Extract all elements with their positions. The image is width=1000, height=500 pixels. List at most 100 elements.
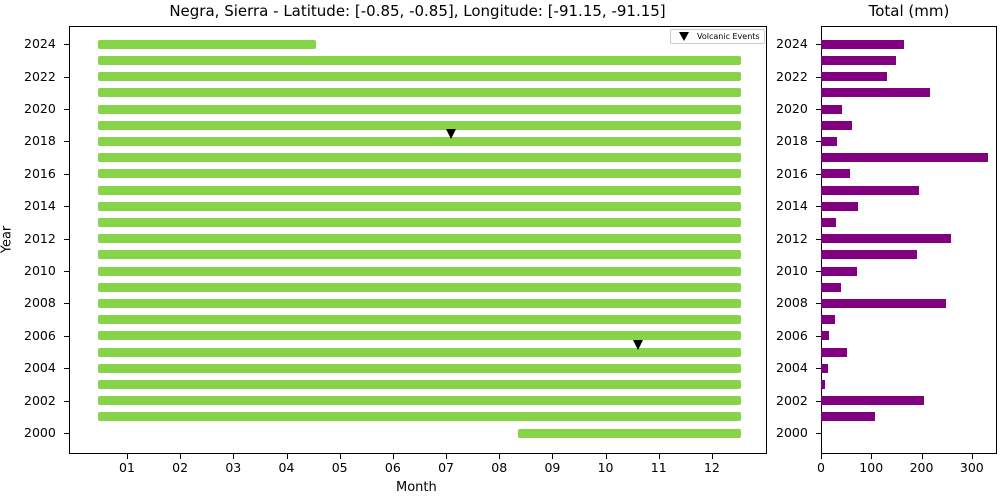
x-tick [446, 454, 448, 459]
coverage-bar [97, 72, 742, 82]
x-tick [339, 454, 341, 459]
x-tick [180, 454, 182, 459]
y-tick [816, 44, 821, 46]
coverage-bar [97, 55, 742, 65]
total-bar [821, 315, 836, 325]
coverage-bar [97, 88, 742, 98]
x-tick-label: 06 [384, 460, 401, 475]
y-tick [64, 173, 69, 175]
coverage-bar [97, 298, 742, 308]
triangle-down-icon [679, 32, 689, 41]
y-tick-label: 2016 [776, 165, 808, 181]
total-bar [821, 88, 930, 98]
y-tick-label: 2018 [776, 133, 808, 149]
total-bar [821, 396, 925, 406]
volcanic-event-marker [446, 129, 457, 140]
total-bar [821, 169, 851, 179]
x-tick [127, 454, 128, 459]
x-tick [821, 454, 822, 459]
y-tick [64, 335, 69, 337]
y-tick-label: 2022 [776, 68, 808, 84]
x-tick [711, 454, 713, 459]
y-tick [64, 238, 69, 240]
y-tick [816, 271, 821, 272]
x-tick [552, 454, 554, 459]
total-bar [821, 234, 951, 244]
coverage-bar [97, 282, 742, 292]
total-bar [821, 55, 897, 65]
y-tick [64, 109, 69, 110]
total-bar [821, 201, 859, 211]
chart-title: Negra, Sierra - Latitude: [-0.85, -0.85]… [169, 2, 666, 20]
totals-title: Total (mm) [868, 2, 950, 20]
total-bar [821, 363, 829, 373]
coverage-bar [97, 153, 742, 163]
total-bar [821, 104, 843, 114]
y-tick [816, 109, 821, 110]
x-tick [233, 454, 235, 459]
y-tick [64, 271, 69, 272]
y-tick [64, 368, 69, 370]
y-tick [816, 141, 821, 143]
total-bar [821, 298, 946, 308]
y-tick-label: 2002 [776, 392, 808, 408]
coverage-bar [97, 363, 742, 373]
x-tick-label: 11 [650, 460, 667, 475]
coverage-bar [97, 201, 742, 211]
x-tick [971, 454, 973, 459]
y-tick [816, 206, 821, 208]
y-axis-label: Year [0, 225, 15, 254]
y-tick [816, 368, 821, 370]
coverage-bar [97, 250, 742, 260]
x-tick-label: 09 [544, 460, 561, 475]
y-tick-label: 2008 [24, 295, 56, 311]
x-tick-label: 10 [597, 460, 614, 475]
x-tick-label: 200 [909, 460, 934, 475]
total-bar [821, 266, 858, 276]
coverage-bar [97, 104, 742, 114]
x-tick-label: 02 [172, 460, 189, 475]
coverage-bar [97, 169, 742, 179]
coverage-bar [97, 39, 316, 49]
x-tick-label: 01 [119, 460, 135, 475]
coverage-bar [97, 315, 742, 325]
coverage-bar [97, 347, 742, 357]
x-tick-label: 0 [817, 460, 825, 475]
coverage-bar [97, 120, 742, 130]
coverage-bar [97, 234, 742, 244]
y-tick [64, 433, 69, 434]
x-tick [658, 454, 660, 459]
y-tick [64, 76, 69, 78]
total-bar [821, 347, 848, 357]
total-bar [821, 72, 888, 82]
x-tick [392, 454, 394, 459]
total-bar [821, 250, 917, 260]
y-tick-label: 2020 [24, 101, 56, 116]
total-bar [821, 282, 842, 292]
y-tick [64, 44, 69, 46]
y-tick-label: 2014 [776, 198, 808, 214]
x-tick-label: 12 [703, 460, 720, 475]
total-bar [821, 120, 853, 130]
x-tick [871, 454, 873, 459]
y-tick-label: 2010 [776, 263, 808, 278]
y-tick [816, 76, 821, 78]
y-tick [816, 400, 821, 402]
y-tick-label: 2006 [24, 327, 56, 343]
coverage-bar [97, 185, 742, 195]
y-tick-label: 2000 [776, 425, 808, 440]
y-tick-label: 2016 [24, 165, 56, 181]
coverage-bar [97, 412, 742, 422]
y-tick [816, 303, 821, 305]
total-bar [821, 39, 905, 49]
x-tick-label: 100 [859, 460, 884, 475]
legend-label: Volcanic Events [697, 32, 760, 41]
volcanic-event-marker [632, 339, 643, 350]
x-tick-label: 300 [959, 460, 984, 475]
x-tick-label: 05 [331, 460, 348, 475]
y-tick-label: 2004 [24, 360, 56, 376]
y-tick-label: 2014 [24, 198, 56, 214]
total-bar [821, 136, 838, 146]
coverage-bar [97, 379, 742, 389]
total-bar [821, 153, 988, 163]
